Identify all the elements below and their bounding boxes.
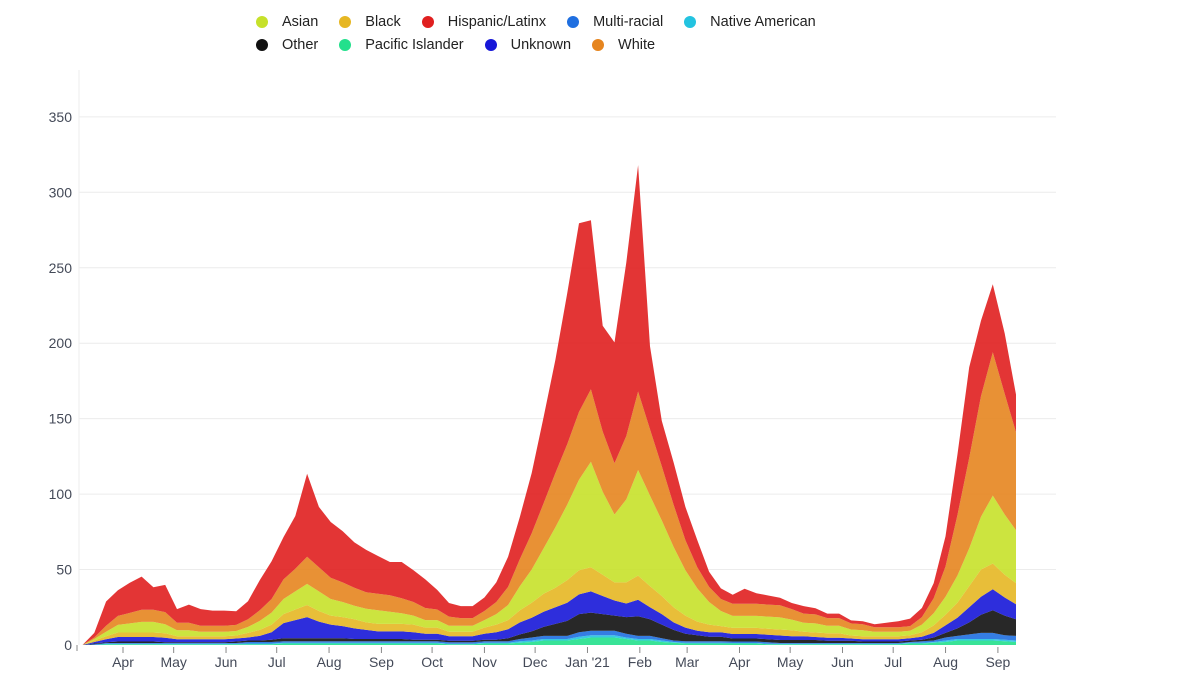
axes: 0 50 100 150 200 250 300 350 Apr May Jun Jul Aug Sep O… [49,70,1011,670]
x-tick-label: May [777,654,803,670]
black-dot-icon [339,15,352,28]
y-tick-label: 250 [49,260,73,276]
chart-legend: Asian Black Hispanic/Latinx Multi-racial… [250,10,890,56]
y-tick-label: 300 [49,184,73,200]
area-asian [82,461,1016,645]
legend-item-black[interactable]: Black [333,13,401,30]
x-tick-label: May [160,654,186,670]
native-american-dot-icon [684,15,697,28]
legend-item-white[interactable]: White [586,37,655,53]
legend-row-1: Asian Black Hispanic/Latinx Multi-racial… [250,10,890,33]
x-tick-label: Jul [268,654,286,670]
legend-item-native-american[interactable]: Native American [678,14,816,30]
x-tick-label: Apr [729,654,751,670]
hispanic-latinx-dot-icon [421,15,434,28]
x-tick-label: Jul [884,654,902,670]
x-tick-label: Mar [675,654,699,670]
area-series [82,165,1016,645]
x-tick-label: Jun [215,654,238,670]
x-tick-label: Aug [317,654,342,670]
legend-item-other[interactable]: Other [250,37,318,53]
y-tick-label: 200 [49,335,73,351]
asian-dot-icon [256,15,268,28]
y-tick-label: 150 [49,411,73,427]
area-hispanic-latinx [82,165,1016,645]
legend-row-2: Other Pacific Islander Unknown White [250,33,890,56]
area-white [82,352,1016,645]
area-unknown [82,589,1016,645]
legend-label: Native American [710,13,816,30]
y-tick-label: 50 [56,562,72,578]
legend-item-pacific-islander[interactable]: Pacific Islander [333,36,464,53]
legend-label: Black [365,13,401,30]
x-tick-label: Jun [831,654,854,670]
x-tick-label: Apr [112,654,134,670]
x-tick-label: Dec [523,654,548,670]
x-tick-label: Sep [369,654,394,670]
y-tick-label: 350 [49,109,73,125]
legend-label: Multi-racial [593,13,664,30]
area-pacific-islander [82,637,1016,645]
x-tick-label: Nov [472,654,497,670]
x-tick-label: Oct [421,654,443,670]
area-black [82,563,1016,645]
legend-item-asian[interactable]: Asian [250,14,318,30]
multi-racial-dot-icon [567,15,580,28]
area-native-american [82,635,1016,645]
x-tick-label: Feb [628,654,652,670]
x-tick-label: Aug [933,654,958,670]
legend-label: Pacific Islander [365,36,464,53]
legend-label: White [618,36,656,53]
area-other [82,610,1016,645]
area-multi-racial [82,630,1016,645]
other-dot-icon [256,38,268,51]
y-tick-label: 0 [64,637,72,653]
y-tick-label: 100 [49,486,73,502]
unknown-dot-icon [484,38,497,51]
legend-label: Unknown [510,36,572,53]
legend-label: Hispanic/Latinx [447,13,547,30]
legend-item-unknown[interactable]: Unknown [479,37,571,53]
legend-label: Asian [282,13,319,30]
white-dot-icon [592,38,605,51]
pacific-islander-dot-icon [339,38,352,51]
legend-item-multi-racial[interactable]: Multi-racial [561,14,663,30]
x-tick-label: Jan '21 [565,654,610,670]
x-tick-label: Sep [985,654,1010,670]
legend-item-hispanic-latinx[interactable]: Hispanic/Latinx [416,14,546,30]
legend-label: Other [282,36,319,53]
